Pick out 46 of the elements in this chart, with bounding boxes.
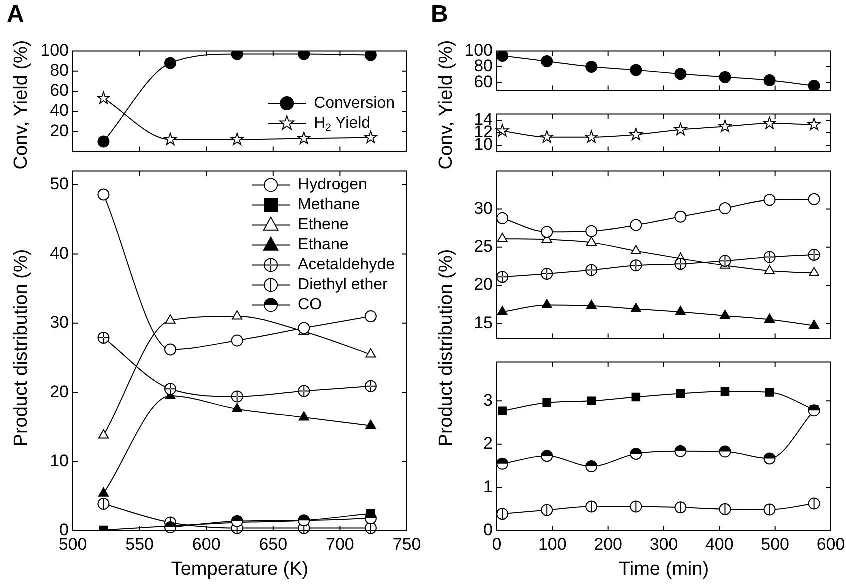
y-axis-title: Product distribution (%) bbox=[436, 249, 458, 447]
y-axis-title: Conv, Yield (%) bbox=[436, 40, 458, 170]
legend-label: Hydrogen bbox=[298, 176, 368, 194]
x-axis-title: Time (min) bbox=[618, 558, 710, 580]
x-tick-label: 600 bbox=[816, 534, 846, 554]
y-tick-label: 40 bbox=[50, 244, 69, 263]
x-tick-label: 650 bbox=[259, 534, 288, 554]
y-tick-label: 15 bbox=[474, 313, 493, 332]
x-tick-label: 700 bbox=[326, 534, 354, 554]
y-tick-label: 20 bbox=[50, 382, 69, 402]
x-tick-label: 200 bbox=[594, 534, 623, 554]
y-tick-label: 60 bbox=[50, 81, 69, 100]
y-axis-title: Conv, Yield (%) bbox=[11, 40, 33, 170]
x-tick-label: 600 bbox=[192, 534, 221, 554]
x-tick-label: 550 bbox=[126, 534, 154, 554]
y-tick-label: 50 bbox=[50, 174, 69, 194]
y-tick-label: 30 bbox=[474, 198, 493, 218]
x-tick-label: 100 bbox=[538, 534, 567, 554]
y-tick-label: 0 bbox=[484, 520, 493, 540]
legend-label: Diethyl ether bbox=[298, 276, 389, 294]
y-tick-label: 100 bbox=[40, 40, 69, 60]
y-tick-label: 1 bbox=[484, 477, 493, 496]
x-axis-title: Temperature (K) bbox=[171, 558, 309, 580]
legend-label: Methane bbox=[298, 196, 360, 214]
legend-label: Conversion bbox=[314, 94, 396, 112]
y-tick-label: 20 bbox=[474, 275, 493, 294]
y-tick-label: 20 bbox=[50, 121, 69, 140]
y-axis-title: Product distribution (%) bbox=[11, 249, 33, 447]
x-tick-label: 500 bbox=[761, 534, 790, 554]
chart-title: B bbox=[431, 1, 448, 29]
y-tick-label: 10 bbox=[50, 451, 69, 470]
y-tick-label: 3 bbox=[484, 390, 493, 410]
legend-label: Ethene bbox=[298, 216, 349, 234]
legend-label: Ethane bbox=[298, 236, 349, 254]
x-tick-label: 300 bbox=[650, 534, 678, 554]
x-tick-label: 400 bbox=[705, 534, 734, 554]
y-tick-label: 25 bbox=[474, 237, 493, 256]
y-tick-label: 2 bbox=[484, 434, 493, 454]
x-tick-label: 750 bbox=[392, 534, 422, 554]
x-tick-label: 500 bbox=[58, 534, 88, 554]
y-tick-label: 80 bbox=[50, 61, 69, 80]
legend-label: Acetaldehyde bbox=[298, 256, 396, 274]
y-tick-label: 40 bbox=[50, 101, 69, 120]
y-tick-label: 30 bbox=[50, 313, 69, 332]
chart-title: A bbox=[7, 1, 24, 29]
legend-label: CO bbox=[298, 296, 322, 314]
